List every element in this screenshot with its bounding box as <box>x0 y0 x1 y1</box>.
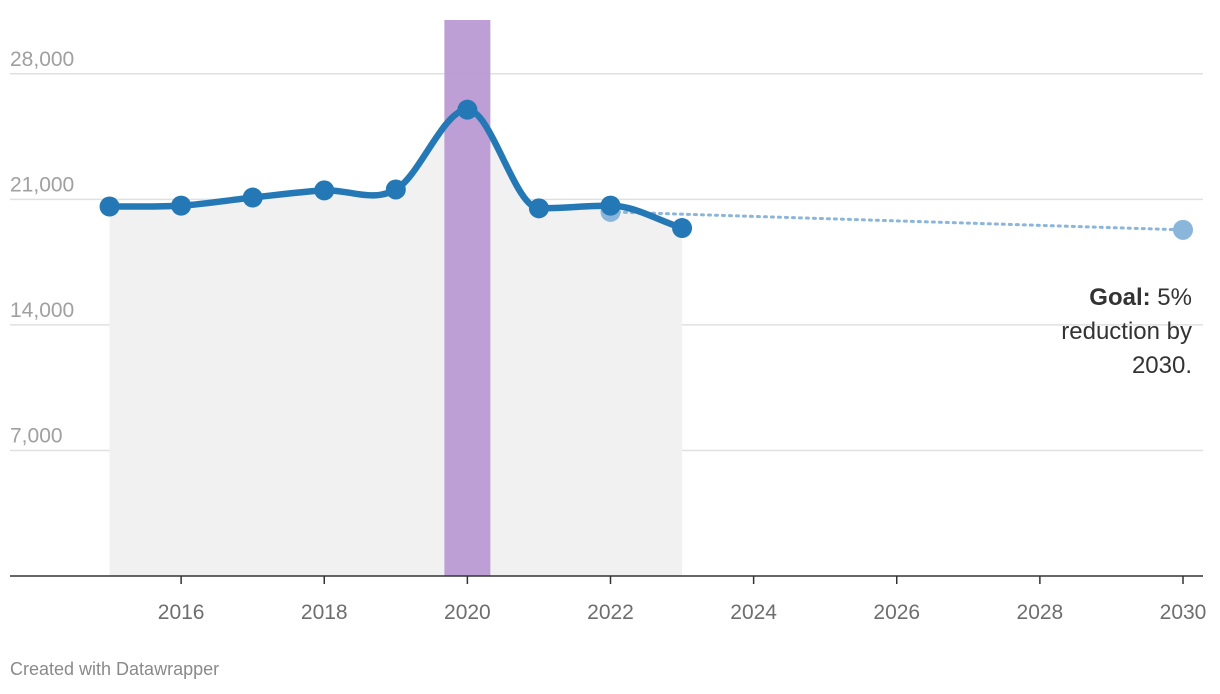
data-series <box>106 106 686 232</box>
data-point <box>242 187 263 208</box>
data-points <box>99 99 693 239</box>
area-shape <box>109 109 683 576</box>
data-point <box>99 196 120 217</box>
x-tick-label: 2020 <box>444 601 491 624</box>
x-tick-label: 2022 <box>587 601 634 624</box>
annotation-line-1: Goal: 5% <box>1089 284 1192 311</box>
y-tick-label: 14,000 <box>10 299 74 322</box>
x-tick-label: 2016 <box>158 601 205 624</box>
x-tick-label: 2018 <box>301 601 348 624</box>
data-point <box>528 198 549 219</box>
annotation-line1-text: 5% <box>1151 284 1192 311</box>
area-fill <box>109 109 683 576</box>
y-tick-label: 28,000 <box>10 48 74 71</box>
goal-point <box>1173 219 1193 240</box>
data-point <box>600 195 621 216</box>
y-tick-label: 7,000 <box>10 424 63 447</box>
data-point <box>457 99 478 120</box>
annotation-bold: Goal: <box>1089 284 1150 311</box>
data-point <box>385 179 406 200</box>
x-axis: 2016 2018 2020 2022 2024 2026 2028 2030 <box>10 575 1207 624</box>
x-tick-label: 2030 <box>1160 601 1207 624</box>
data-point <box>314 180 335 201</box>
annotation-line-3: 2030. <box>1132 352 1192 379</box>
goal-line <box>609 210 1185 232</box>
y-tick-label: 21,000 <box>10 173 74 196</box>
data-point <box>672 218 693 239</box>
credit-text: Created with Datawrapper <box>10 659 220 679</box>
y-axis: 7,000 14,000 21,000 28,000 <box>10 48 74 448</box>
goal-annotation: Goal: 5% reduction by 2030. <box>1061 284 1192 379</box>
data-point <box>171 195 192 216</box>
x-tick-label: 2028 <box>1017 601 1064 624</box>
annotation-line-2: reduction by <box>1061 318 1192 345</box>
x-tick-label: 2024 <box>730 601 777 624</box>
line-chart: 2016 2018 2020 2022 2024 2026 2028 2030 7,000 14… <box>10 20 1207 624</box>
x-tick-label: 2026 <box>873 601 920 624</box>
series-line <box>106 106 686 232</box>
